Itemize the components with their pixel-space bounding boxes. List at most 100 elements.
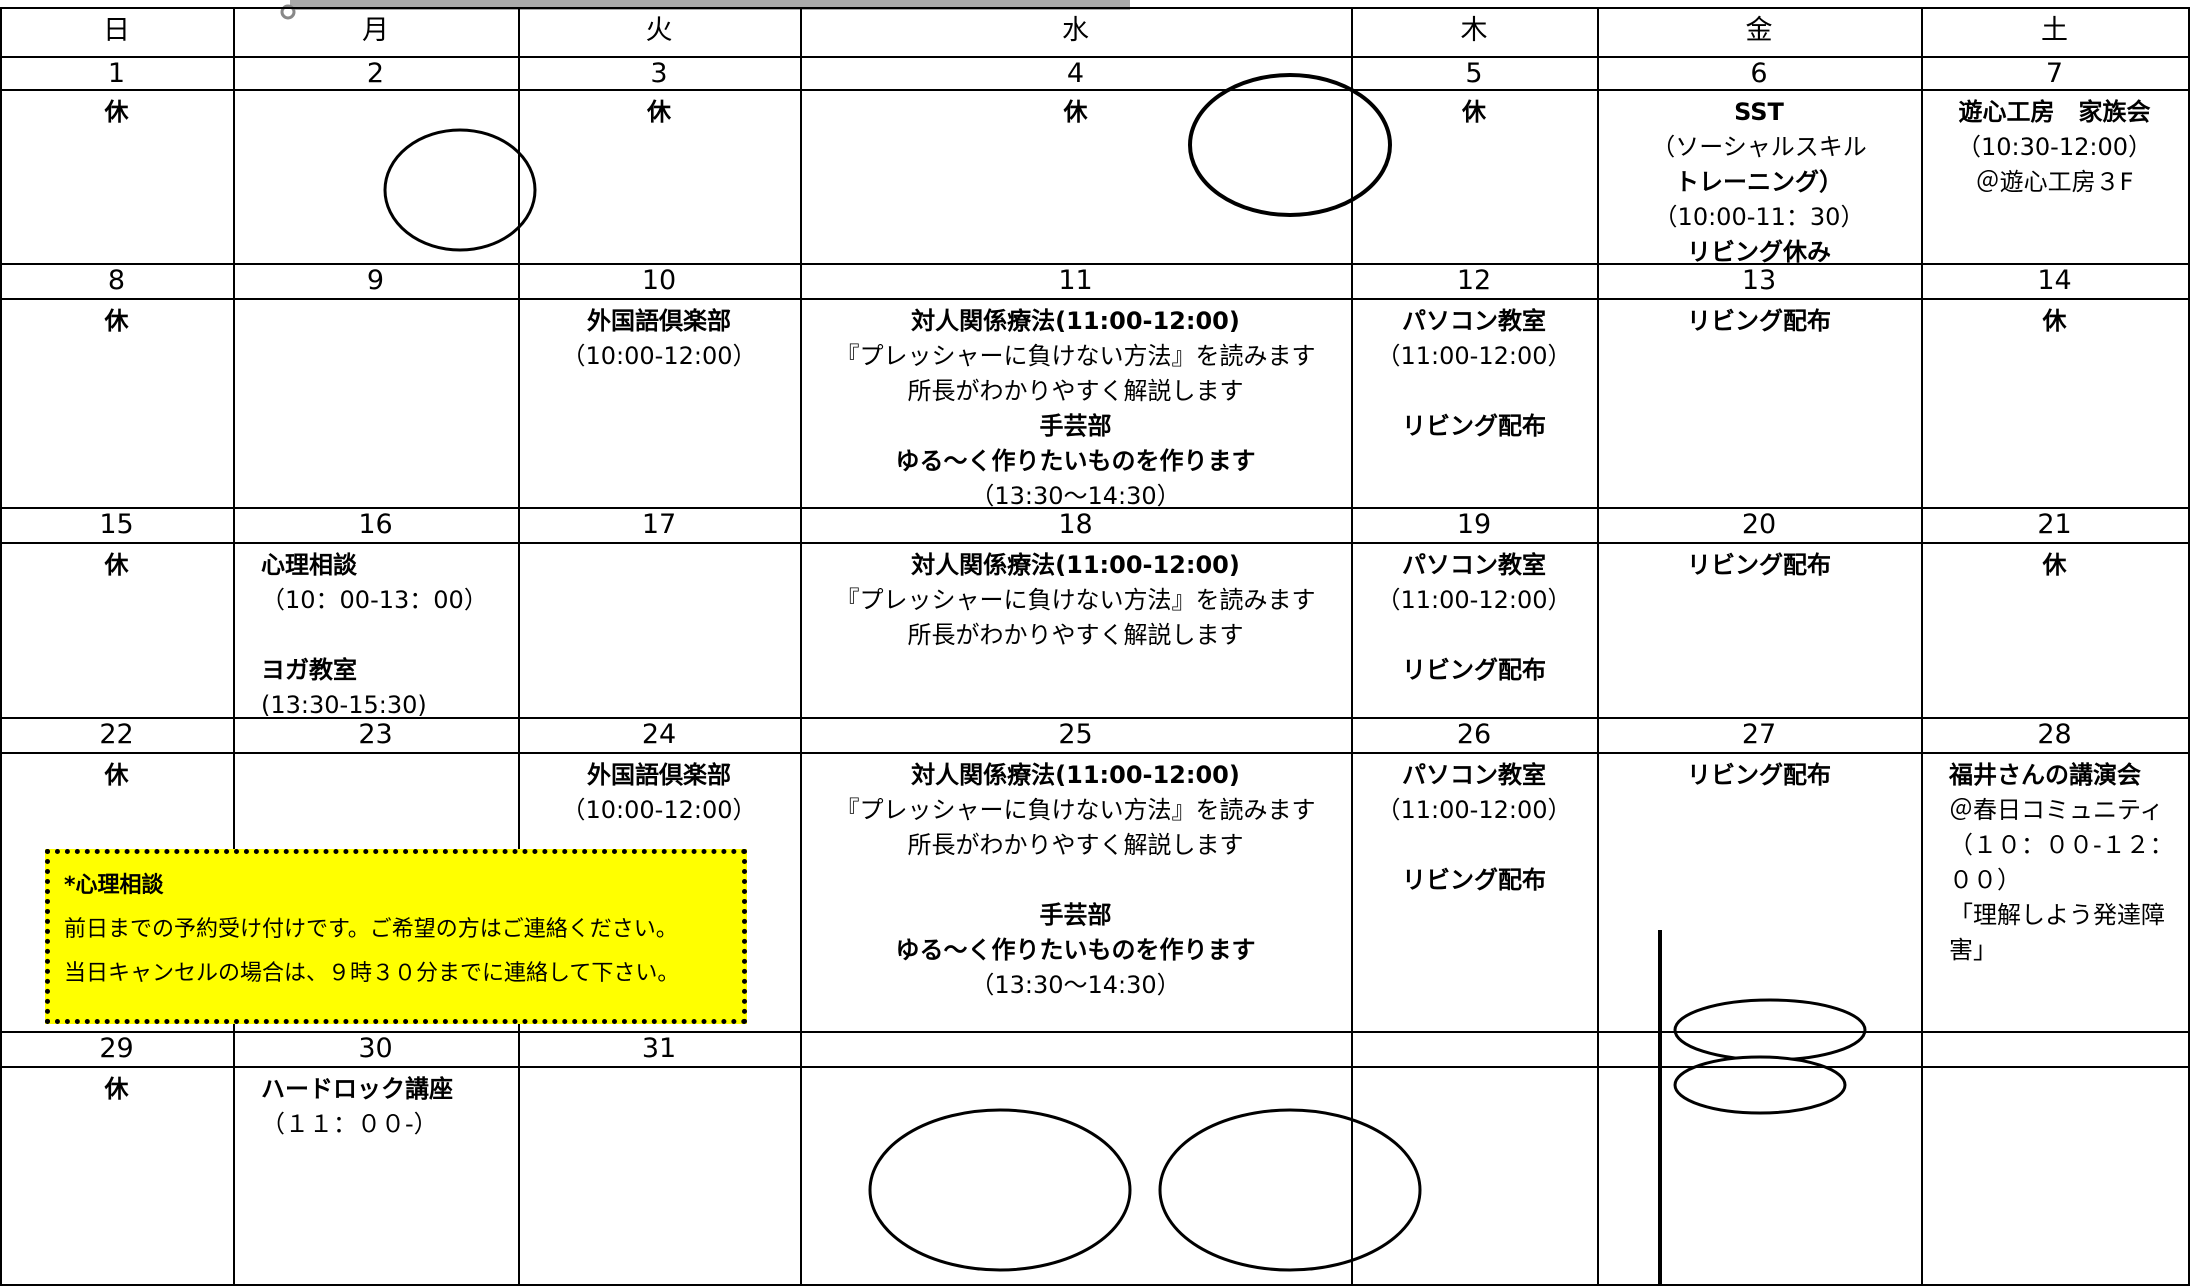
event-group: 休: [1351, 95, 1597, 130]
date-label: 7: [2045, 58, 2064, 89]
event-line: パソコン教室: [1402, 761, 1546, 789]
date-label: 28: [2037, 719, 2072, 750]
event-line: 福井さんの講演会: [1949, 761, 2141, 789]
event-line: ゆる～く作りたいものを作ります: [895, 936, 1256, 964]
day-cell: 休: [0, 300, 233, 339]
event-line: （１１：００-）: [261, 1110, 438, 1138]
event-group: リビング配布: [1351, 863, 1597, 898]
event-group: 休: [0, 304, 233, 339]
date-label: 12: [1456, 265, 1492, 296]
event-group: パソコン教室 （11:00-12:00）: [1351, 758, 1597, 828]
event-line: リビング休み: [1687, 238, 1831, 266]
event-line: 外国語倶楽部: [587, 307, 731, 335]
event-line: （13:30～14:30）: [970, 482, 1181, 510]
day-cell: 外国語倶楽部 （10:00-12:00）: [518, 754, 800, 828]
day-cell: 休: [1921, 300, 2188, 339]
event-line: 休: [647, 98, 671, 126]
event-line: （10：00-13：00）: [261, 586, 488, 614]
grid-line: [0, 56, 2190, 58]
date-label: 27: [1741, 719, 1777, 750]
date-label: 5: [1465, 58, 1483, 89]
grid-line: [2188, 7, 2190, 1284]
event-line: パソコン教室: [1402, 551, 1546, 579]
date-label: 26: [1456, 719, 1492, 750]
date-label: 21: [2037, 509, 2072, 540]
event-group: 休: [0, 95, 233, 130]
date-label: 31: [641, 1033, 677, 1064]
date-label: 30: [358, 1033, 393, 1064]
event-line: トレーニング）: [1675, 168, 1843, 196]
event-line: 手芸部: [1039, 412, 1112, 440]
day-cell: 外国語倶楽部 （10:00-12:00）: [518, 300, 800, 374]
day-cell: 休: [1921, 544, 2188, 583]
event-line: （10:00-12:00）: [561, 796, 757, 824]
event-line: （11:00-12:00）: [1376, 586, 1572, 614]
event-line: 心理相談: [261, 551, 357, 579]
event-group: 対人関係療法(11:00-12:00) 『プレッシャーに負けない方法』を読みます所…: [800, 304, 1351, 514]
event-group: リビング配布: [1351, 409, 1597, 444]
event-line: 対人関係療法(11:00-12:00): [911, 551, 1240, 579]
day-cell: 休: [518, 91, 800, 130]
event-line: 所長がわかりやすく解説します: [907, 377, 1244, 405]
day-cell: リビング配布: [1597, 754, 1921, 793]
event-group: 心理相談 （10：00-13：00）: [261, 548, 518, 618]
day-cell: リビング配布: [1597, 544, 1921, 583]
event-line: リビング配布: [1402, 412, 1546, 440]
event-line: 遊心工房 家族会: [1958, 98, 2151, 126]
event-group: パソコン教室 （11:00-12:00）: [1351, 548, 1597, 618]
event-line: リビング配布: [1687, 307, 1831, 335]
day-cell: 休: [1351, 91, 1597, 130]
event-group: 対人関係療法(11:00-12:00) 『プレッシャーに負けない方法』を読みます所…: [800, 548, 1351, 653]
date-label: 8: [107, 265, 126, 296]
event-line: (13:30-15:30): [261, 691, 427, 719]
event-line: 手芸部: [1039, 901, 1112, 929]
day-cell: パソコン教室 （11:00-12:00） リビング配布: [1351, 544, 1597, 688]
date-label: 29: [99, 1033, 134, 1064]
grid-line: [0, 263, 2190, 265]
date-label: 9: [366, 265, 385, 296]
event-line: 外国語倶楽部: [587, 761, 731, 789]
event-line: 所長がわかりやすく解説します: [907, 831, 1244, 859]
event-line: ゆる～く作りたいものを作ります: [895, 447, 1256, 475]
weekday-label: 火: [645, 15, 673, 46]
date-label: 13: [1741, 265, 1777, 296]
grid-line: [0, 298, 2190, 300]
date-label: 20: [1741, 509, 1777, 540]
date-label: 4: [1066, 58, 1085, 89]
grid-line: [0, 752, 2190, 754]
event-group: リビング配布: [1597, 304, 1921, 339]
event-line: 対人関係療法(11:00-12:00): [911, 761, 1240, 789]
event-line: 休: [1063, 98, 1088, 126]
event-line: ハードロック講座: [261, 1075, 453, 1103]
event-line: 「理解しよう発達障害」: [1949, 901, 2165, 964]
weekday-label: 月: [362, 15, 389, 46]
date-label: 17: [641, 509, 677, 540]
day-cell: 休: [0, 754, 233, 793]
event-line: （10:00-12:00）: [561, 342, 757, 370]
date-label: 19: [1456, 509, 1492, 540]
weekday-label: 日: [103, 15, 130, 46]
event-line: リビング配布: [1402, 656, 1546, 684]
carp: [1673, 1055, 1847, 1115]
weekday-label: 水: [1062, 15, 1089, 46]
event-group: 休: [0, 548, 233, 583]
date-label: 6: [1750, 58, 1768, 89]
event-group: 休: [1921, 548, 2188, 583]
event-group: 休: [0, 1072, 233, 1107]
event-group: 休: [518, 95, 800, 130]
carp: [1673, 998, 1867, 1062]
day-cell: 遊心工房 家族会 （10:30-12:00） ＠遊心工房３F: [1921, 91, 2188, 200]
grid-line: [233, 7, 235, 1284]
event-line: ＠遊心工房３F: [1975, 168, 2134, 196]
day-cell: ハードロック講座 （１１：００-）: [233, 1068, 518, 1142]
day-cell: 対人関係療法(11:00-12:00) 『プレッシャーに負けない方法』を読みます所…: [800, 754, 1351, 1003]
event-line: 休: [2042, 307, 2067, 335]
koinobori-doodle: [383, 128, 537, 252]
grid-line: [1597, 7, 1599, 1284]
date-label: 24: [641, 719, 677, 750]
event-line: 休: [104, 307, 129, 335]
date-label: 10: [641, 265, 677, 296]
event-group: リビング配布: [1351, 653, 1597, 688]
event-group: 休: [800, 95, 1351, 130]
event-group: 手芸部 ゆる～く作りたいものを作ります （13:30～14:30）: [800, 898, 1351, 1003]
